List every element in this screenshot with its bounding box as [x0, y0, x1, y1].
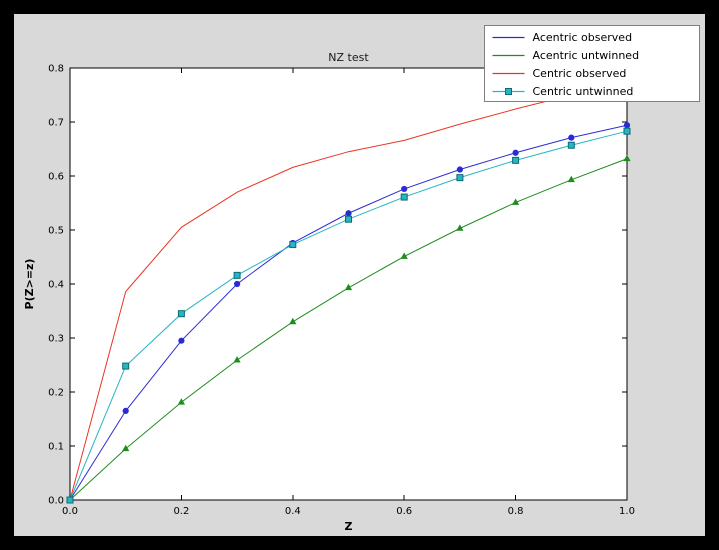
triangle-marker [512, 198, 520, 205]
y-tick-label: 0.8 [48, 64, 64, 75]
square-marker [345, 215, 352, 223]
legend-label: Acentric untwinned [533, 49, 640, 62]
triangle-marker [344, 283, 353, 291]
series-markers-centric-untwinned [66, 127, 631, 504]
circle-marker [122, 407, 129, 414]
square-marker [512, 156, 520, 164]
circle-marker [234, 280, 241, 288]
x-tick-label: 0.8 [508, 506, 524, 517]
triangle-marker [623, 154, 631, 162]
y-tick-label: 0.2 [48, 388, 64, 399]
y-tick-label: 0.3 [48, 334, 64, 345]
x-tick-label: 0.6 [396, 506, 412, 517]
chart-title: NZ test [328, 51, 369, 64]
x-axis-label: Z [345, 520, 353, 533]
square-marker [66, 496, 74, 504]
y-tick-label: 0.0 [48, 496, 64, 507]
triangle-marker [177, 398, 185, 405]
triangle-marker [289, 317, 297, 325]
y-tick-label: 0.4 [48, 280, 64, 291]
x-tick-label: 1.0 [619, 506, 635, 517]
square-marker [623, 127, 631, 135]
circle-marker [512, 149, 519, 156]
square-marker [567, 141, 575, 149]
triangle-marker [233, 356, 241, 363]
circle-marker [623, 122, 631, 129]
square-marker [289, 241, 297, 249]
legend-item-acentric-observed: Acentric observed [492, 31, 633, 44]
x-tick-label: 0.2 [173, 506, 189, 517]
square-marker [505, 88, 512, 95]
y-tick-label: 0.7 [48, 118, 64, 129]
triangle-marker [400, 252, 408, 259]
y-tick-label: 0.5 [48, 226, 64, 237]
circle-marker [456, 166, 463, 173]
legend-item-centric-untwinned: Centric untwinned [492, 85, 634, 98]
legend-item-acentric-untwinned: Acentric untwinned [492, 49, 640, 62]
legend-label: Acentric observed [533, 31, 633, 44]
square-marker [177, 310, 185, 318]
legend-label: Centric observed [533, 67, 627, 80]
circle-marker [178, 337, 185, 344]
y-axis-label: P(Z>=z) [23, 259, 36, 310]
triangle-marker [122, 444, 130, 452]
triangle-marker [567, 175, 575, 183]
legend-label: Centric untwinned [533, 85, 634, 98]
x-tick-label: 0.4 [285, 506, 301, 517]
square-marker [456, 174, 464, 182]
y-tick-label: 0.6 [48, 172, 64, 183]
square-marker [122, 362, 130, 370]
circle-marker [401, 185, 408, 193]
triangle-marker [456, 224, 464, 231]
legend: Acentric observed Acentric untwinned Centr… [484, 25, 700, 102]
x-tick-label: 0.0 [62, 506, 78, 517]
square-marker [233, 271, 241, 279]
series-line-centric-observed [69, 84, 628, 501]
circle-marker [345, 210, 352, 217]
circle-marker [568, 134, 575, 141]
y-tick-label: 0.1 [48, 442, 64, 453]
legend-box [484, 25, 700, 102]
legend-item-centric-observed: Centric observed [492, 67, 627, 80]
series-markers-acentric-untwinned [66, 154, 631, 503]
square-marker [400, 193, 408, 201]
